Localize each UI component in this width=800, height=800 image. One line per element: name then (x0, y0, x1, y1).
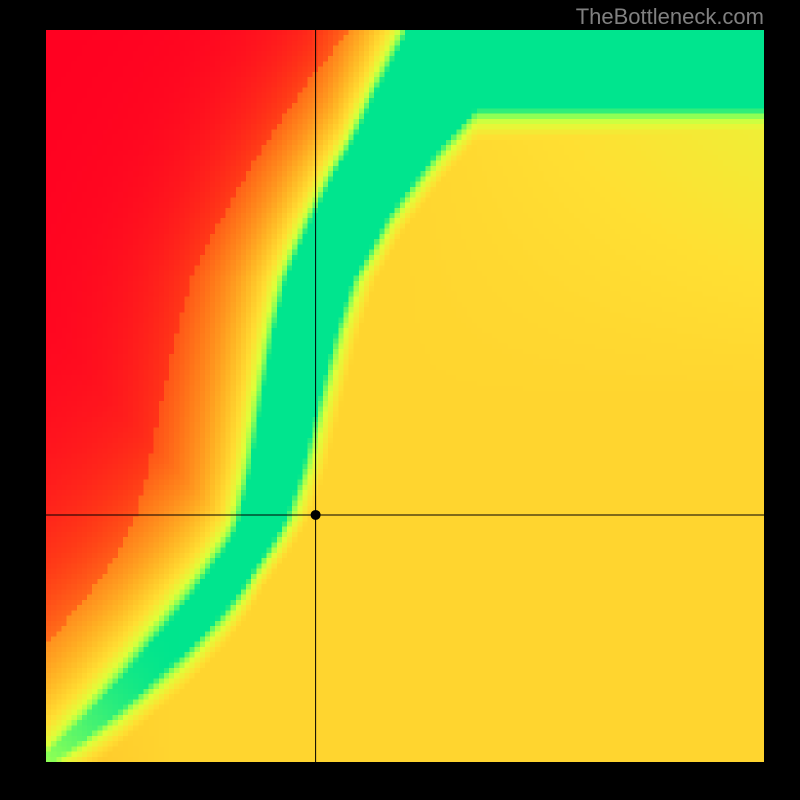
bottleneck-heatmap (46, 30, 764, 762)
chart-container: TheBottleneck.com (0, 0, 800, 800)
watermark-text: TheBottleneck.com (576, 4, 764, 30)
